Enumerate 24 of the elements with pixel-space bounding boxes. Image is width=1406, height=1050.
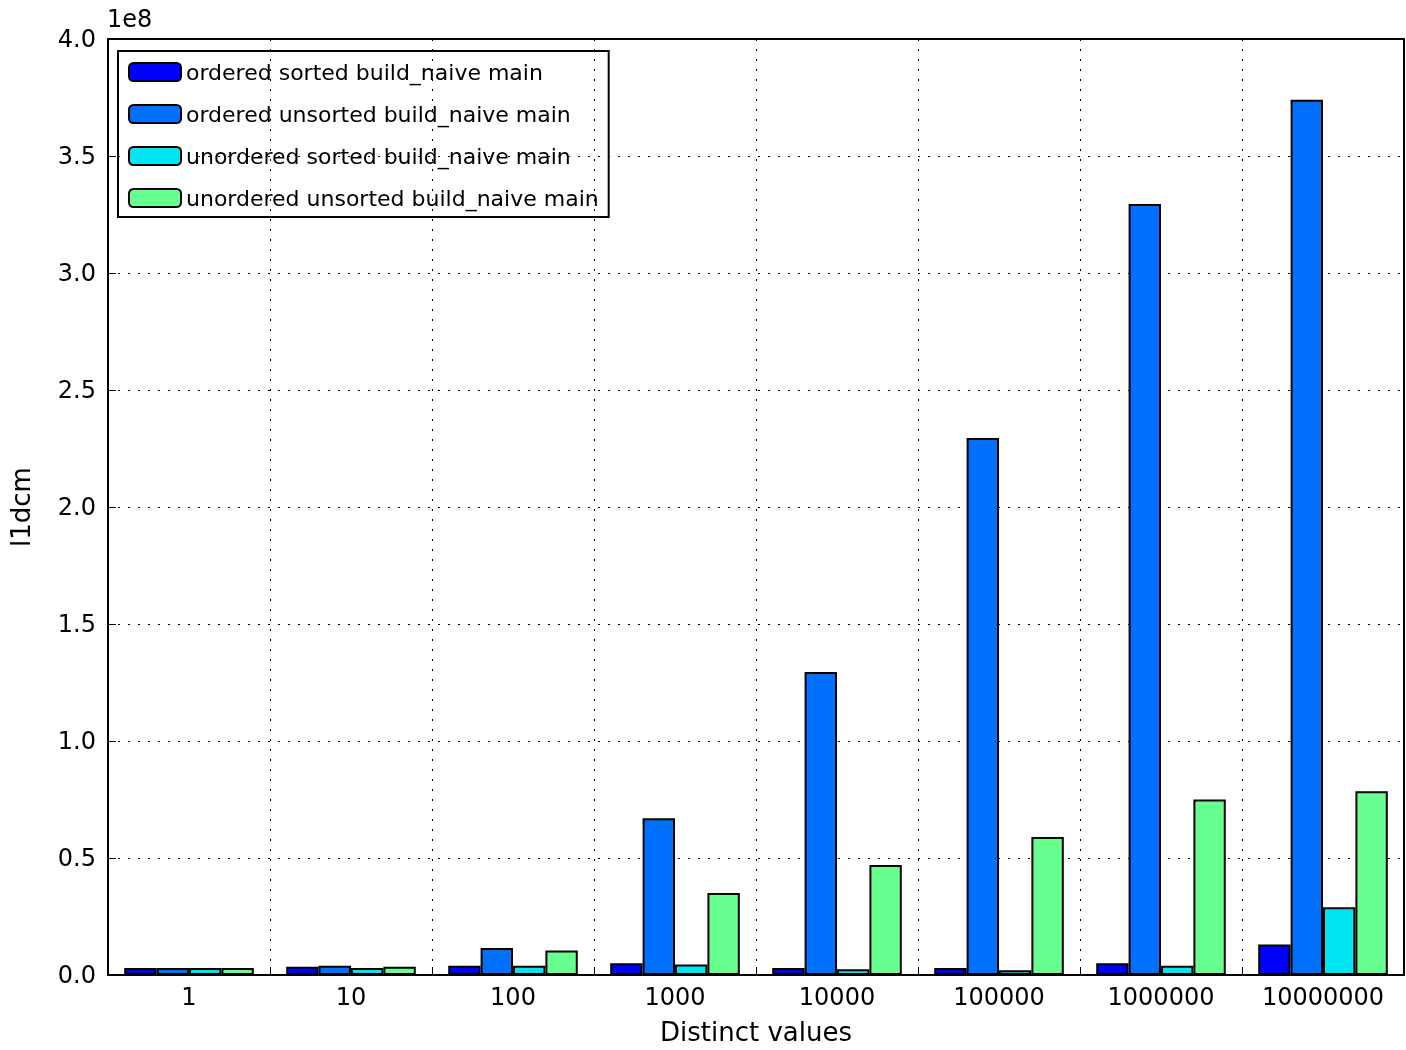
legend-label: unordered sorted build_naive main [186, 143, 571, 170]
y-tick-label: 2.5 [57, 376, 96, 404]
y-tick-label: 1.0 [57, 727, 96, 755]
text: 1e8 [107, 5, 153, 33]
legend-label: ordered sorted build_naive main [186, 59, 543, 86]
y-tick-label: 2.0 [57, 493, 96, 521]
x-tick-label: 1 [181, 983, 197, 1011]
y-tick-label: 3.5 [57, 142, 96, 170]
legend-label: unordered unsorted build_naive main [186, 185, 599, 212]
x-tick-label: 1000000 [1107, 983, 1215, 1011]
y-tick-label: 4.0 [57, 25, 96, 53]
y-tick-label: 3.0 [57, 259, 96, 287]
x-tick-label: 100000 [953, 983, 1045, 1011]
y-tick-label: 1.5 [57, 610, 96, 638]
x-tick-label: 10000 [798, 983, 876, 1011]
x-axis-title: Distinct values [659, 1017, 853, 1047]
x-tick-label: 100 [490, 983, 536, 1011]
x-tick-label: 10000000 [1261, 983, 1385, 1011]
x-tick-label: 10 [335, 983, 367, 1011]
y-tick-label: 0.5 [57, 844, 96, 872]
x-tick-label: 1000 [644, 983, 706, 1011]
legend-label: ordered unsorted build_naive main [186, 101, 571, 128]
y-tick-label: 0.0 [57, 961, 96, 989]
y-axis-title: l1dcm [6, 467, 36, 547]
